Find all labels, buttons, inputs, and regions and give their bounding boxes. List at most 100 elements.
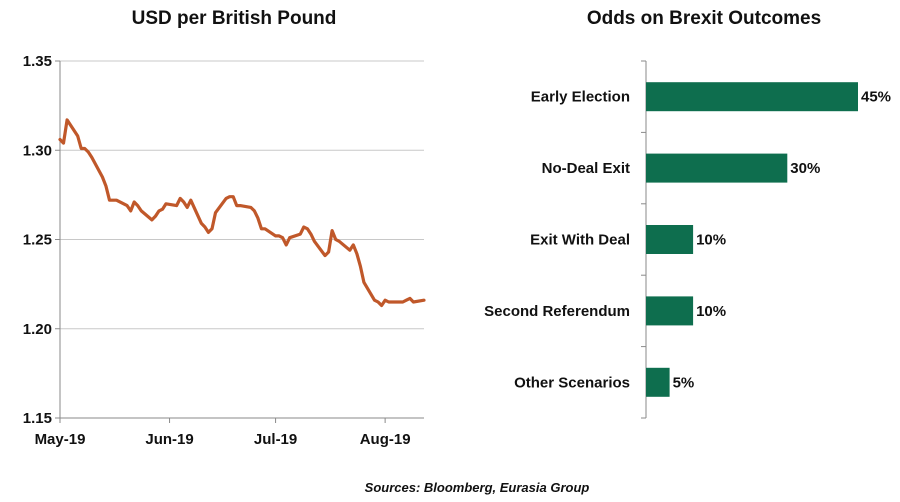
gbp-usd-data-point: [277, 234, 281, 238]
gbp-usd-data-point: [62, 141, 65, 145]
gbp-usd-data-point: [330, 229, 334, 232]
gbp-usd-data-point: [306, 227, 309, 230]
gbp-usd-data-point: [323, 254, 327, 257]
brexit-odds-bar-chart: Odds on Brexit Outcomes Early Election 45…: [484, 8, 891, 419]
x-tick-label: May-19: [35, 431, 86, 448]
gbp-usd-data-point: [405, 299, 408, 302]
y-tick-label: 1.25: [23, 232, 52, 249]
gbp-usd-data-point: [125, 204, 129, 207]
gbp-usd-data-point: [65, 118, 69, 122]
gbp-usd-data-point: [104, 184, 108, 188]
gbp-usd-data-point: [355, 252, 359, 255]
gbp-usd-data-point: [164, 202, 168, 205]
source-note: Sources: Bloomberg, Eurasia Group: [365, 480, 590, 495]
gbp-usd-data-point: [376, 300, 380, 304]
bar-category-label: Early Election: [531, 89, 630, 106]
gbp-usd-data-point: [203, 225, 207, 229]
gbp-usd-data-point: [228, 195, 231, 198]
gbp-usd-data-point: [359, 265, 362, 268]
gbp-usd-data-point: [299, 232, 302, 236]
gbp-usd-series-line: [58, 118, 426, 308]
gbp-usd-data-point: [150, 218, 154, 222]
gbp-usd-data-point: [408, 297, 412, 300]
gbp-usd-data-point: [182, 200, 185, 204]
gbp-usd-data-point: [186, 206, 189, 209]
y-tick-label: 1.20: [23, 321, 52, 338]
gbp-usd-data-point: [422, 299, 426, 302]
gbp-usd-data-point: [115, 199, 118, 202]
gbp-usd-data-point: [285, 243, 288, 247]
bar-other-scenarios: [646, 367, 670, 397]
gbp-usd-data-point: [263, 227, 267, 230]
gbp-usd-data-point: [214, 211, 217, 214]
gbp-usd-data-point: [101, 175, 104, 179]
gbp-usd-data-point: [80, 147, 83, 150]
gbp-usd-data-point: [327, 250, 330, 254]
bar-value-label: 10%: [696, 232, 726, 249]
left-chart-y-tick-labels: 1.15 1.20 1.25 1.30 1.35: [23, 53, 52, 427]
x-tick-label: Jun-19: [145, 431, 193, 448]
bar-value-label: 45%: [861, 89, 891, 106]
bar-category-label: Second Referendum: [484, 303, 630, 320]
y-tick-label: 1.30: [23, 142, 52, 159]
gbp-usd-data-point: [309, 232, 313, 236]
gbp-usd-data-point: [380, 304, 383, 307]
bar-no-deal-exit: [646, 153, 788, 183]
gbp-usd-data-point: [256, 216, 260, 220]
gbp-usd-data-point: [87, 150, 90, 154]
gbp-usd-data-point: [83, 147, 86, 150]
gbp-usd-data-point: [111, 199, 115, 202]
gbp-usd-data-point: [412, 300, 415, 304]
left-chart-x-tick-labels: May-19 Jun-19 Jul-19 Aug-19: [35, 431, 411, 448]
gbp-usd-data-point: [224, 197, 228, 200]
gbp-usd-data-point: [157, 209, 161, 213]
gbp-usd-data-point: [373, 299, 376, 302]
gbp-usd-data-point: [140, 209, 143, 213]
gbp-usd-data-point: [274, 234, 277, 238]
right-chart-axis: [641, 60, 647, 419]
gbp-usd-data-point: [281, 236, 284, 239]
bar-value-label: 30%: [790, 160, 820, 177]
bar-value-label: 5%: [673, 374, 695, 391]
gbp-usd-data-point: [200, 222, 203, 225]
gbp-usd-data-point: [179, 197, 182, 200]
gbp-usd-data-point: [253, 209, 256, 213]
left-chart-series: [58, 118, 426, 308]
y-tick-label: 1.15: [23, 410, 52, 427]
x-tick-label: Jul-19: [254, 431, 297, 448]
gbp-usd-data-point: [76, 134, 79, 138]
gbp-usd-data-point: [189, 199, 192, 202]
gbp-usd-data-point: [288, 236, 291, 239]
x-tick-label: Aug-19: [360, 431, 411, 448]
gbp-usd-data-point: [260, 227, 263, 230]
gbp-usd-line-chart: USD per British Pound 1.151.201.251.301.…: [23, 8, 426, 448]
gbp-usd-data-point: [249, 206, 252, 209]
gbp-usd-data-point: [136, 204, 139, 207]
gbp-usd-data-point: [175, 204, 178, 207]
left-chart-title: USD per British Pound: [132, 8, 337, 29]
gbp-usd-data-point: [352, 243, 355, 247]
gbp-usd-data-point: [302, 225, 305, 229]
gbp-usd-data-point: [154, 215, 157, 218]
gbp-usd-data-point: [401, 300, 404, 304]
left-chart-axes: [55, 60, 424, 423]
gbp-usd-data-point: [387, 300, 390, 304]
gbp-usd-data-point: [58, 138, 62, 141]
gbp-usd-data-point: [383, 299, 387, 302]
gbp-usd-data-point: [338, 240, 341, 243]
left-chart-gridlines: [60, 60, 424, 330]
gbp-usd-data-point: [313, 240, 316, 243]
gbp-usd-data-point: [133, 200, 136, 204]
gbp-usd-data-point: [239, 204, 242, 207]
bar-second-referendum: [646, 296, 694, 326]
gbp-usd-data-point: [362, 281, 366, 284]
gbp-usd-data-point: [334, 238, 337, 241]
bar-category-label: Exit With Deal: [530, 232, 630, 249]
gbp-usd-data-point: [207, 231, 210, 234]
bar-value-label: 10%: [696, 303, 726, 320]
bar-category-label: No-Deal Exit: [542, 160, 630, 177]
gbp-usd-data-point: [129, 209, 132, 213]
gbp-usd-data-point: [398, 300, 401, 304]
y-tick-label: 1.35: [23, 53, 52, 70]
